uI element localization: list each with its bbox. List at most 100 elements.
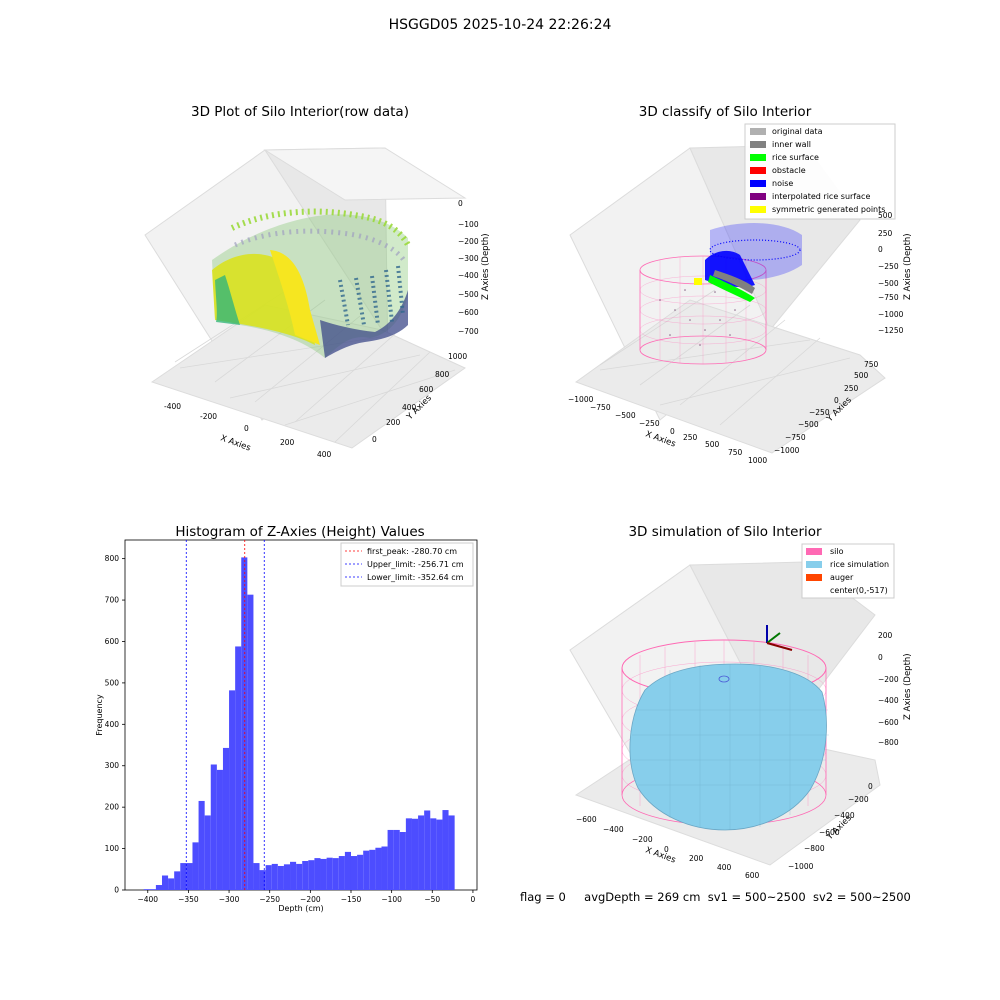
simulation-legend: silo rice simulation auger center(0,-517…: [801, 543, 895, 599]
legend-swatch: [750, 193, 766, 200]
classify-y-tick: 750: [864, 360, 879, 369]
histogram-bar: [369, 849, 376, 890]
raw-y-tick: 200: [386, 418, 401, 427]
histogram-bar: [271, 863, 278, 890]
classify-z-tick: −1000: [878, 310, 904, 319]
histogram-bar: [192, 842, 199, 890]
legend-label: center(0,-517): [830, 586, 888, 595]
histogram-bar: [326, 857, 333, 890]
classify-y-tick: −250: [809, 408, 830, 417]
legend-label: first_peak: -280.70 cm: [367, 547, 457, 556]
raw-z-tick: −600: [458, 308, 479, 317]
sim-y-tick: −600: [819, 828, 840, 837]
x-tick-label: −300: [219, 895, 240, 904]
legend-label: noise: [772, 179, 793, 188]
histogram-bar: [247, 594, 254, 890]
histogram-bar: [411, 818, 419, 890]
legend-swatch: [750, 180, 766, 187]
sim-z-tick: −400: [878, 696, 899, 705]
histogram-bar: [265, 865, 272, 890]
histogram-bar: [375, 847, 382, 890]
legend-label: original data: [772, 127, 823, 136]
histogram-bar: [424, 810, 431, 890]
rice-mesh-lines: [632, 664, 829, 830]
histogram-bar: [296, 863, 303, 890]
raw-x-tick: -200: [200, 412, 217, 421]
sim-z-tick: −200: [878, 675, 899, 684]
histogram-bar: [235, 646, 242, 890]
histogram-bar: [344, 851, 351, 890]
y-tick-label: 100: [105, 844, 120, 853]
classify-z-tick: −1250: [878, 326, 904, 335]
histogram-bar: [204, 815, 211, 890]
panel-raw-title: 3D Plot of Silo Interior(row data): [191, 104, 409, 120]
raw-z-tick: −300: [458, 254, 479, 263]
classify-y-tick: −750: [785, 433, 806, 442]
histogram-bar: [277, 865, 284, 890]
x-tick-label: −350: [178, 895, 199, 904]
histogram-bar: [308, 860, 315, 890]
legend-swatch: [806, 574, 822, 581]
raw-x-tick: 200: [280, 438, 295, 447]
y-tick-label: 500: [105, 678, 120, 687]
raw-z-tick: −100: [458, 220, 479, 229]
hist-y-label: Frequency: [95, 694, 104, 736]
x-tick-label: −250: [259, 895, 280, 904]
classify-z-tick: −750: [878, 293, 899, 302]
histogram-bar: [253, 863, 260, 890]
histogram-bar: [436, 819, 443, 890]
status-sv1: sv1 = 500~2500: [707, 890, 806, 904]
histogram-bar: [222, 747, 230, 890]
sim-z-tick: −600: [878, 718, 899, 727]
sim-y-tick: −1000: [788, 862, 814, 871]
histogram-bar: [357, 854, 364, 890]
histogram-bar: [399, 832, 406, 890]
classified-point-cloud: [639, 223, 802, 365]
raw-z-tick: 0: [458, 199, 463, 208]
classify-z-label: Z Axies (Depth): [903, 233, 913, 300]
histogram-bar: [418, 815, 425, 890]
legend-label: rice simulation: [830, 560, 889, 569]
rice-simulation-surface: [629, 663, 827, 831]
legend-swatch: [806, 561, 822, 568]
raw-y-tick: 400: [402, 403, 417, 412]
histogram-bar: [161, 875, 169, 890]
histogram-bar: [430, 818, 437, 890]
sim-z-label: Z Axies (Depth): [903, 653, 913, 720]
histogram-bar: [259, 870, 266, 890]
hist-x-label: Depth (cm): [278, 904, 323, 913]
legend-label: obstacle: [772, 166, 806, 175]
classify-x-tick: 500: [705, 440, 720, 449]
histogram-bar: [229, 690, 236, 890]
auger-icon: [766, 625, 793, 651]
histogram-bar: [174, 871, 181, 890]
legend-label: interpolated rice surface: [772, 192, 870, 201]
raw-z-tick: −500: [458, 290, 479, 299]
x-tick-label: −50: [424, 895, 440, 904]
histogram-bar: [363, 850, 370, 890]
histogram-bar: [149, 889, 156, 890]
raw-y-tick: 600: [419, 385, 434, 394]
legend-swatch: [750, 128, 766, 135]
legend-label: Upper_limit: -256.71 cm: [367, 560, 464, 569]
classify-z-tick: 500: [878, 211, 893, 220]
x-tick-label: 0: [471, 895, 476, 904]
raw-y-tick: 0: [372, 435, 377, 444]
legend-label: inner wall: [772, 140, 811, 149]
center-marker: [718, 675, 730, 683]
status-sv2: sv2 = 500~2500: [812, 890, 911, 904]
histogram-bar: [320, 858, 327, 890]
histogram-bar: [290, 861, 297, 890]
sim-x-tick: 200: [689, 854, 704, 863]
histogram-bar: [350, 856, 358, 890]
classify-y-tick: 500: [854, 371, 869, 380]
histogram-bar: [448, 815, 455, 890]
histogram-bar: [332, 858, 339, 890]
sim-y-tick: −800: [804, 844, 825, 853]
sim-x-tick: 600: [745, 871, 760, 880]
y-tick-label: 200: [105, 803, 120, 812]
y-tick-label: 600: [105, 637, 120, 646]
histogram-bar: [442, 810, 449, 890]
x-tick-label: −200: [300, 895, 321, 904]
classify-x-tick: 750: [728, 448, 743, 457]
